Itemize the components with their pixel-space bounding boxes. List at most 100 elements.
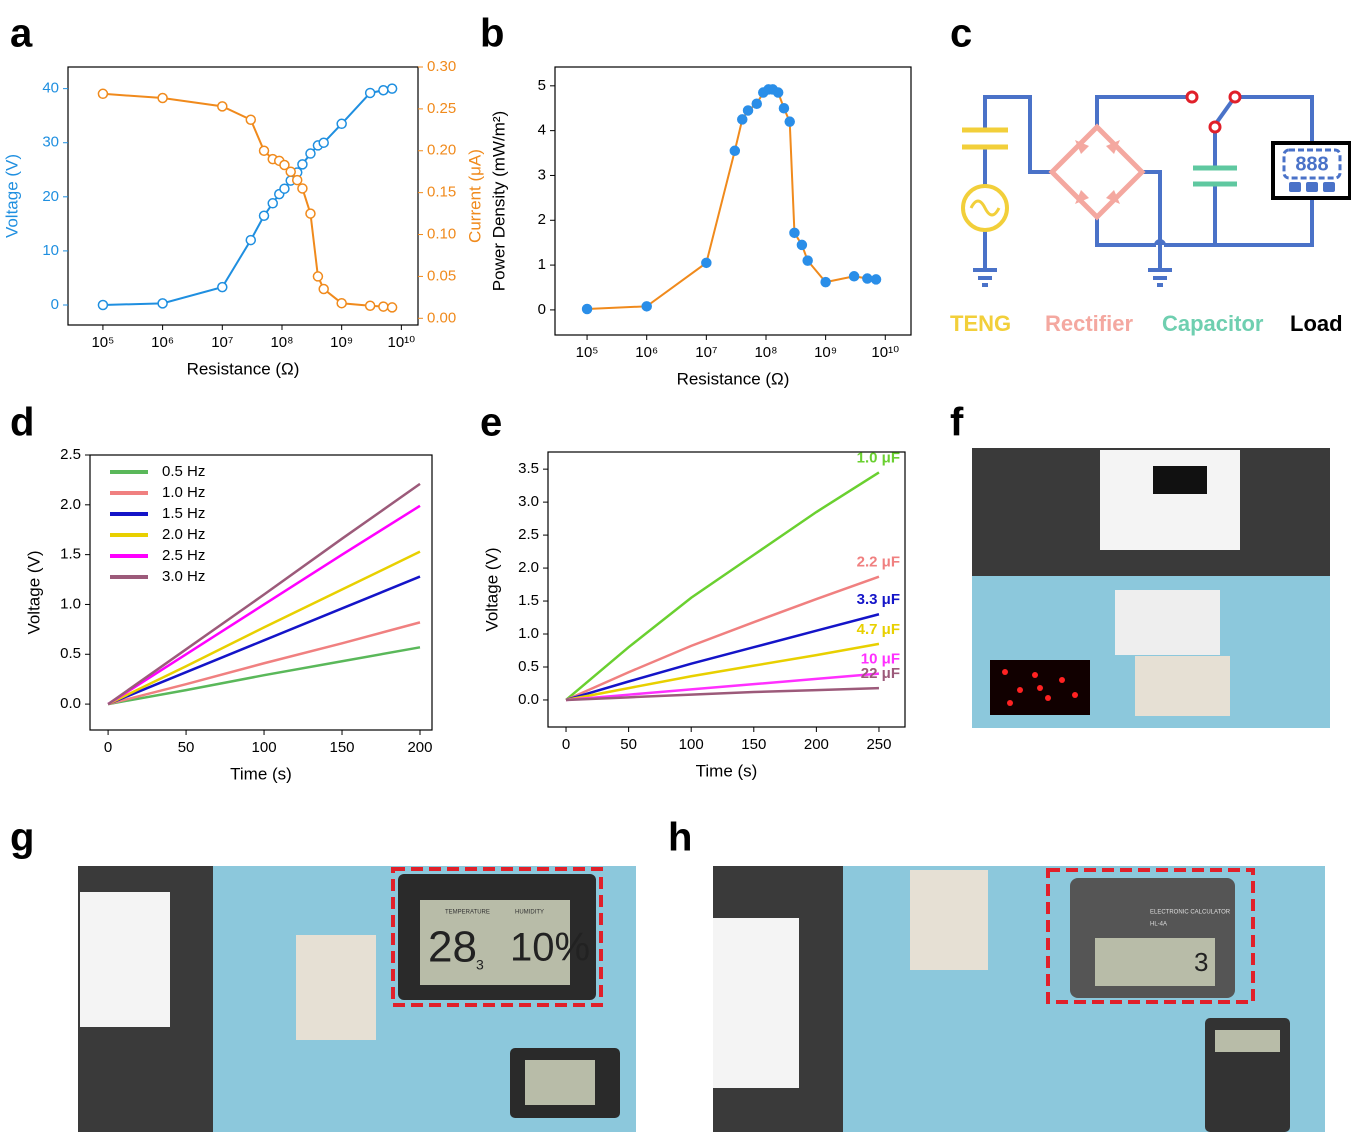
- data-point: [641, 301, 652, 312]
- y-tick-label: 0: [538, 301, 546, 318]
- series-line: [587, 88, 877, 311]
- series-line: [565, 642, 880, 702]
- x-tick-label: 150: [330, 739, 355, 756]
- data-point: [336, 297, 347, 309]
- y2-tick-label: 0.00: [427, 309, 456, 326]
- legend-label: 2.0 Hz: [162, 526, 205, 543]
- series-line: [107, 621, 421, 706]
- data-point: [796, 239, 808, 251]
- data-point: [258, 145, 270, 157]
- data-point: [364, 87, 376, 99]
- photo-text: 3: [1194, 947, 1208, 977]
- panel-label: b: [480, 12, 504, 56]
- series-line: [107, 575, 421, 706]
- data-point: [279, 183, 290, 194]
- y-axis-label: Voltage (V): [2, 154, 21, 238]
- series-line: [565, 471, 880, 701]
- y-tick-label: 2.5: [60, 446, 81, 463]
- data-point: [297, 159, 308, 170]
- data-point: [789, 227, 800, 239]
- x-tick-label: 100: [679, 736, 704, 753]
- data-point: [217, 281, 228, 293]
- data-point: [297, 183, 308, 194]
- y-tick-label: 0.0: [518, 691, 539, 708]
- y-tick-label: 2: [538, 211, 546, 228]
- legend-label: 1.0 Hz: [162, 484, 205, 501]
- data-point: [217, 101, 228, 112]
- legend-label: 3.0 Hz: [162, 568, 205, 585]
- x-tick-label: 200: [407, 739, 432, 756]
- series-line: [107, 646, 421, 706]
- panel-label: d: [10, 401, 34, 445]
- x-axis-label: Time (s): [696, 761, 758, 780]
- x-tick-label: 10⁵: [91, 334, 114, 351]
- data-point: [305, 208, 316, 219]
- data-point: [862, 273, 873, 284]
- x-tick-label: 10⁵: [576, 344, 599, 361]
- y-tick-label: 40: [42, 80, 59, 97]
- data-point: [701, 257, 712, 269]
- panel-labels: a b c d e f g h: [10, 12, 972, 860]
- data-point: [784, 116, 795, 127]
- circuit-label: Capacitor: [1162, 311, 1264, 336]
- data-point: [318, 283, 329, 295]
- panel-label: f: [950, 401, 964, 445]
- data-point: [802, 255, 813, 266]
- y-tick-label: 1.0: [60, 595, 81, 612]
- y-tick-label: 2.5: [518, 526, 539, 543]
- data-point: [751, 98, 763, 109]
- y2-tick-label: 0.30: [427, 58, 456, 75]
- series-label: 3.3 μF: [857, 591, 900, 608]
- data-point: [737, 114, 748, 125]
- circuit-label: Rectifier: [1045, 311, 1133, 336]
- x-tick-label: 10¹⁰: [871, 344, 899, 361]
- x-tick-label: 10⁶: [635, 344, 658, 361]
- data-point: [870, 274, 882, 285]
- data-point: [245, 234, 257, 246]
- photo-text: ELECTRONIC CALCULATOR: [1150, 910, 1231, 916]
- data-point: [742, 105, 754, 116]
- data-point: [312, 271, 324, 282]
- y-tick-label: 1.5: [518, 592, 539, 609]
- data-point: [279, 159, 290, 171]
- x-tick-label: 0: [104, 739, 112, 756]
- x-tick-label: 10⁷: [211, 334, 233, 351]
- y-tick-label: 2.0: [60, 496, 81, 513]
- data-point: [305, 148, 316, 159]
- y-tick-label: 20: [42, 188, 59, 205]
- x-tick-label: 10⁷: [695, 344, 717, 361]
- photo-g: TEMPERATURE HUMIDITY 28 3 10%: [78, 866, 636, 1132]
- legend-label: 2.5 Hz: [162, 547, 205, 564]
- series-label: 1.0 μF: [857, 449, 900, 466]
- series-label: 22 μF: [861, 665, 900, 682]
- chart: 0 50 100 150 200 0.0 0.5 1.0 1.5 2.0 2.5 Time (s) Vo…: [24, 446, 433, 783]
- x-tick-label: 50: [178, 739, 195, 756]
- data-point: [258, 210, 270, 221]
- y-tick-label: 2.0: [518, 559, 539, 576]
- series-label: 10 μF: [861, 651, 900, 668]
- chart: 10⁵ 10⁶ 10⁷ 10⁸ 10⁹ 10¹⁰ 0 10 20 30 40 0.00 0.05 0.10…: [2, 58, 484, 379]
- legend-label: 1.5 Hz: [162, 505, 205, 522]
- data-point: [291, 174, 303, 186]
- x-tick-label: 50: [620, 736, 637, 753]
- data-point: [729, 145, 741, 157]
- x-tick-label: 10⁹: [814, 344, 837, 361]
- x-tick-label: 10¹⁰: [388, 334, 416, 351]
- data-point: [364, 300, 376, 311]
- x-tick-label: 10⁹: [330, 334, 353, 351]
- photo-text: 3: [476, 957, 484, 973]
- x-axis-label: Resistance (Ω): [187, 359, 300, 378]
- panel-label: a: [10, 12, 33, 56]
- y-tick-label: 0: [51, 296, 59, 313]
- series-label: 4.7 μF: [857, 621, 900, 638]
- y2-tick-label: 0.20: [427, 142, 456, 159]
- plot-frame: [67, 66, 419, 326]
- x-tick-label: 0: [562, 736, 570, 753]
- series-line: [102, 92, 393, 309]
- y2-tick-label: 0.25: [427, 100, 456, 117]
- circuit-label: TENG: [950, 311, 1011, 336]
- plot-frame: [554, 66, 912, 336]
- data-point: [386, 83, 398, 94]
- y-axis-label: Voltage (V): [24, 550, 43, 634]
- data-point: [97, 299, 109, 311]
